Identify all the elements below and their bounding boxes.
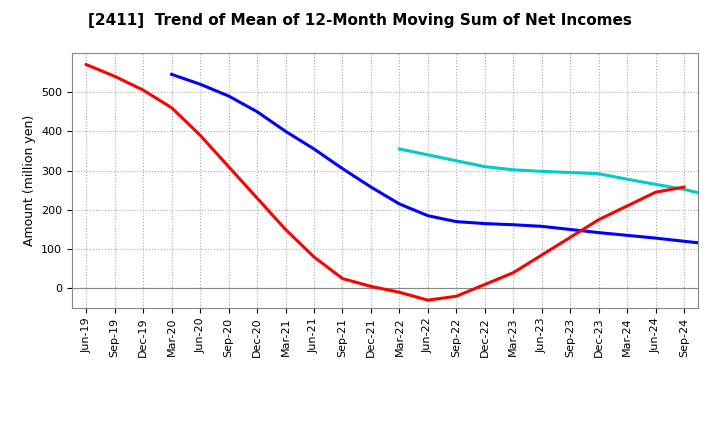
Text: [2411]  Trend of Mean of 12-Month Moving Sum of Net Incomes: [2411] Trend of Mean of 12-Month Moving … [88,13,632,28]
Y-axis label: Amount (million yen): Amount (million yen) [22,115,35,246]
